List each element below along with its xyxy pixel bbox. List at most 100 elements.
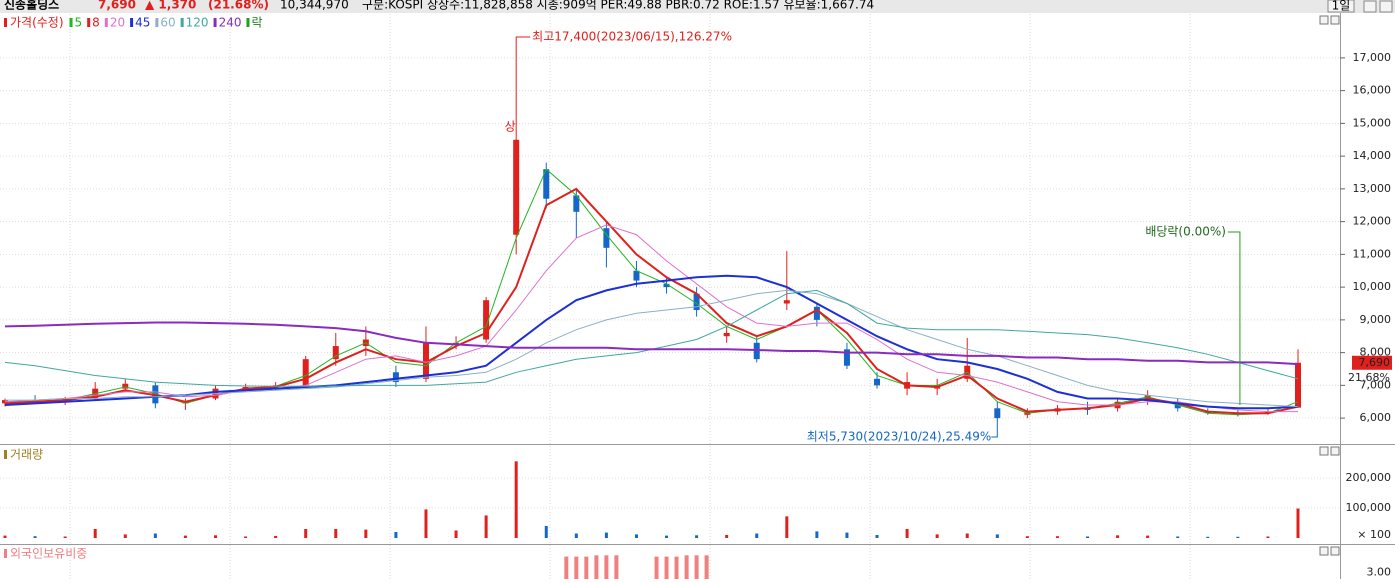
legend-swatch <box>213 18 217 27</box>
volume-bar <box>454 530 458 538</box>
panel-button <box>1319 446 1329 456</box>
volume-bar <box>274 535 278 538</box>
foreign-bar <box>594 555 599 579</box>
legend-swatch <box>180 18 184 27</box>
limit-up-marker: 상 <box>505 120 516 134</box>
period[interactable]: 1일 <box>1332 0 1351 13</box>
legend-swatch <box>246 18 250 27</box>
panel-button <box>1330 446 1340 456</box>
volume-bar <box>3 535 7 538</box>
candle-body <box>994 408 1001 419</box>
candle-body <box>2 400 8 404</box>
volume-bar <box>364 529 368 538</box>
foreign-bar <box>584 556 589 579</box>
window-button[interactable] <box>1363 0 1377 13</box>
legend-swatch <box>4 549 7 558</box>
legend-swatch <box>104 18 108 27</box>
ma-line <box>4 168 1299 416</box>
foreign-bar <box>614 555 619 579</box>
volume-bar <box>1236 536 1240 538</box>
volume-bar <box>514 461 518 538</box>
volume-bar <box>935 534 939 538</box>
legend-label: 20 <box>110 16 125 30</box>
candle-body <box>603 228 610 248</box>
candle-body <box>633 270 640 281</box>
legend-label: 8 <box>92 16 100 30</box>
legend-label: 120 <box>186 16 209 30</box>
foreign-bar <box>574 556 579 579</box>
candle-body <box>783 300 790 304</box>
foreign-bar <box>694 555 699 579</box>
ma-line <box>4 289 1299 387</box>
volume-bar <box>604 532 608 538</box>
volume-bar <box>1146 535 1150 538</box>
dividend-label: 배당락(0.00%) <box>1145 225 1226 239</box>
volume-bar <box>123 534 127 538</box>
ma-line <box>4 321 1299 366</box>
close-button[interactable] <box>1379 0 1393 13</box>
volume-bar <box>1206 536 1210 538</box>
last-change: 21.68% <box>1348 371 1390 384</box>
volume-bar <box>33 536 37 538</box>
volume-bar <box>63 536 67 538</box>
low-arrow <box>991 426 998 438</box>
ma-line <box>4 274 1299 410</box>
panel-button <box>1319 546 1329 556</box>
volume-title: 거래량 <box>10 448 43 462</box>
candle-body <box>302 359 309 386</box>
y-tick-label: 11,000 <box>1353 247 1392 260</box>
y-tick-label: 17,000 <box>1353 51 1392 64</box>
volume-bar <box>1086 536 1090 538</box>
candle-body <box>122 383 129 389</box>
volume-bar <box>755 533 759 538</box>
legend-label: 5 <box>75 16 83 30</box>
stock-name: 신송홀딩스 <box>4 0 59 12</box>
legend-swatch <box>155 18 159 27</box>
volume-bar <box>1116 535 1120 538</box>
y-tick-label: 16,000 <box>1353 84 1392 97</box>
candle-body <box>813 306 820 320</box>
legend-swatch <box>69 18 73 27</box>
dividend-line <box>1227 231 1241 405</box>
period-button[interactable] <box>1327 0 1355 13</box>
price: 7,690 <box>98 0 136 12</box>
foreign-bar <box>564 556 569 579</box>
candle-body <box>392 372 399 383</box>
volume-bar <box>875 534 879 538</box>
panel-button <box>1330 546 1340 556</box>
low-label: 최저5,730(2023/10/24),25.49% <box>807 430 992 444</box>
ma-line <box>5 289 1299 408</box>
change: ▲ 1,370 <box>145 0 196 12</box>
candle-body <box>422 342 429 379</box>
volume-bar <box>905 528 909 538</box>
volume-bar <box>725 534 729 538</box>
volume-bar <box>634 534 638 538</box>
volume-bar <box>424 509 428 538</box>
volume-bar <box>244 536 248 538</box>
volume-bar <box>93 528 97 538</box>
candle-body <box>573 195 580 212</box>
volume-bar <box>544 525 548 538</box>
change-pct: (21.68%) <box>208 0 269 12</box>
header-bar <box>0 0 1395 13</box>
volume-bar <box>815 531 819 538</box>
foreign-bar <box>654 556 659 579</box>
volume-bar <box>1176 536 1180 538</box>
candle-body <box>663 283 670 288</box>
candle-body <box>1295 362 1301 408</box>
legend-swatch <box>87 18 91 27</box>
foreign-bar <box>604 555 609 579</box>
y-tick-label: 14,000 <box>1353 149 1392 162</box>
last-price: 7,690 <box>1359 356 1391 369</box>
last-price-box <box>1352 355 1392 370</box>
volume-bar <box>574 533 578 538</box>
legend-label: 240 <box>219 16 242 30</box>
legend-label: 45 <box>135 16 150 30</box>
volume-bar <box>394 531 398 538</box>
volume-total: 10,344,970 <box>280 0 349 12</box>
volume-unit: × 100 <box>1357 528 1391 541</box>
candle-body <box>843 349 850 366</box>
volume-bar <box>1296 508 1300 538</box>
legend-label: 60 <box>160 16 175 30</box>
